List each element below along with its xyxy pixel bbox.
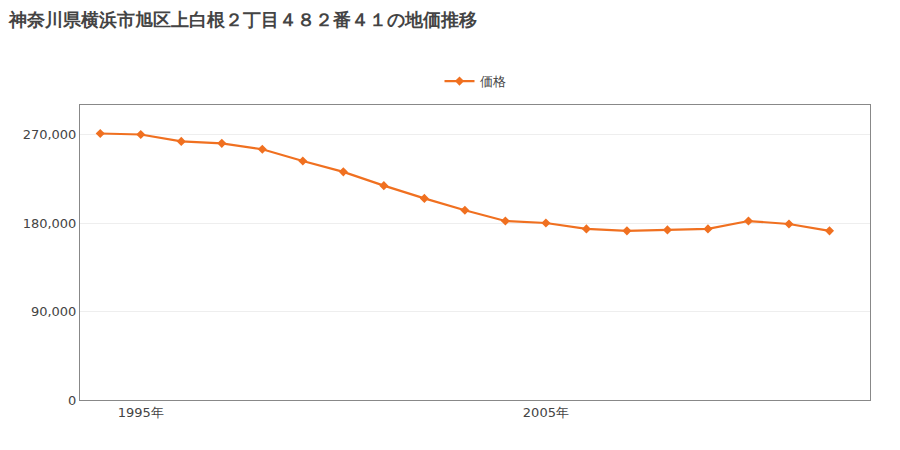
svg-text:神奈川県横浜市旭区上白根２丁目４８２番４１の地価推移: 神奈川県横浜市旭区上白根２丁目４８２番４１の地価推移 bbox=[8, 9, 477, 30]
svg-text:2005年: 2005年 bbox=[523, 405, 569, 420]
svg-text:180,000: 180,000 bbox=[23, 216, 77, 231]
svg-text:270,000: 270,000 bbox=[23, 127, 77, 142]
svg-text:1995年: 1995年 bbox=[118, 405, 164, 420]
svg-text:0: 0 bbox=[68, 393, 76, 408]
svg-text:価格: 価格 bbox=[480, 74, 506, 89]
svg-text:90,000: 90,000 bbox=[31, 304, 77, 319]
